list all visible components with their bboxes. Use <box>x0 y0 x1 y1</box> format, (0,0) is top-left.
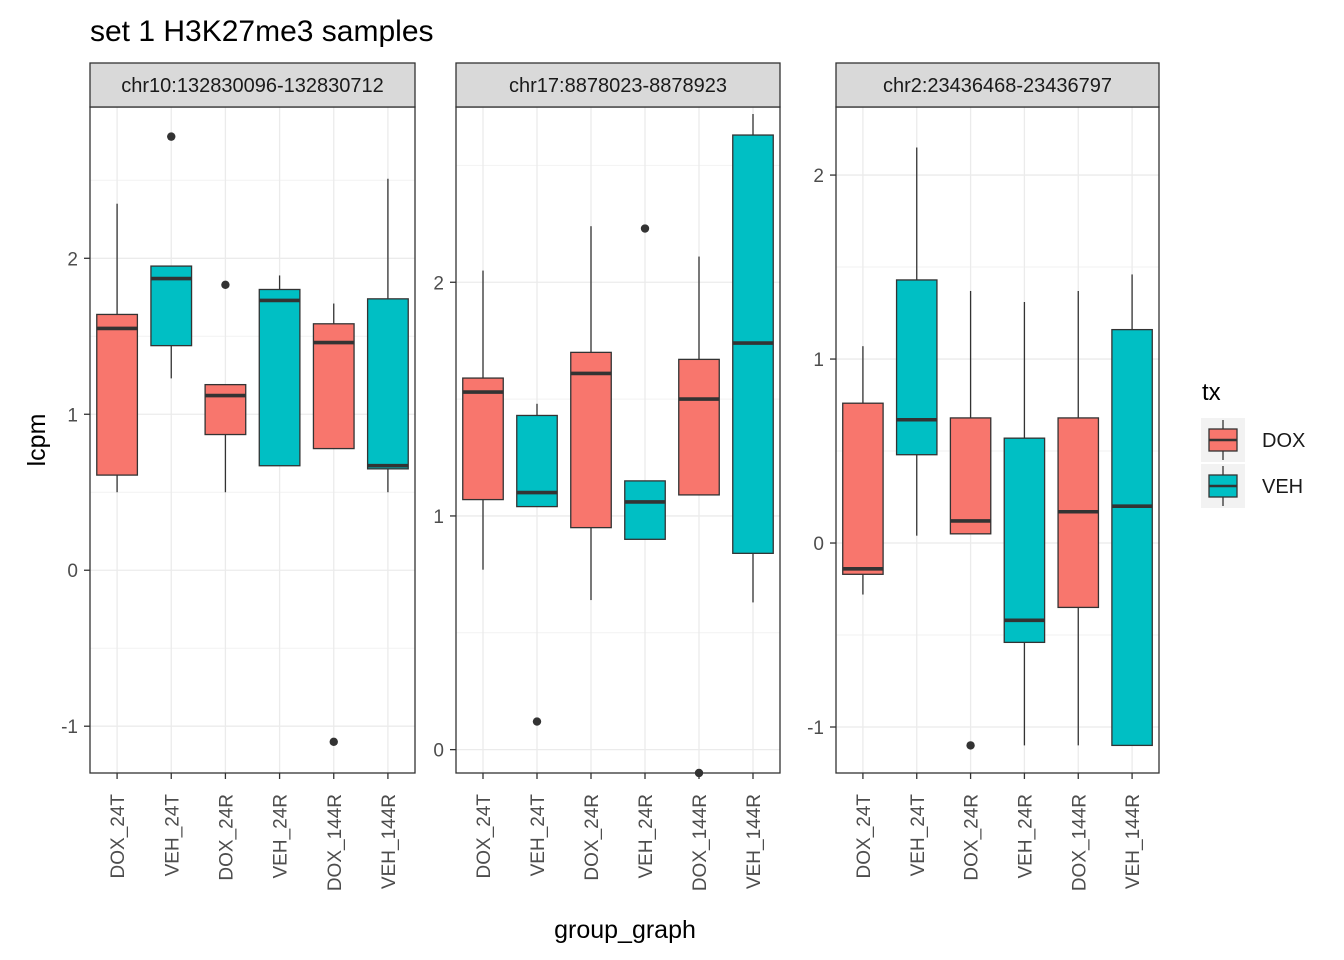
outlier-point <box>221 280 230 290</box>
box-iqr <box>570 351 612 529</box>
box-dox-24r <box>949 290 992 750</box>
outlier-point <box>640 224 650 233</box>
y-tick-label: 1 <box>433 507 444 528</box>
outlier-point <box>532 717 542 726</box>
panel-background <box>836 107 1159 773</box>
x-axis-title: group_graph <box>554 916 696 944</box>
box-dox-24r <box>570 226 612 601</box>
box-dox-144r <box>1057 290 1100 746</box>
box-iqr <box>96 313 139 476</box>
outlier-point <box>167 132 176 141</box>
y-tick-label: -1 <box>807 718 824 739</box>
x-tick-label: VEH_144R <box>379 794 400 889</box>
x-tick-label: VEH_24T <box>908 794 929 877</box>
y-tick-label: -1 <box>61 717 78 738</box>
legend-key-dox: DOX <box>1201 418 1305 462</box>
x-tick-label: VEH_24T <box>162 794 183 877</box>
box-veh-24r <box>258 275 301 467</box>
box-veh-144r <box>732 114 774 603</box>
box-veh-24t <box>150 132 193 379</box>
x-tick-label: VEH_24T <box>528 794 549 877</box>
x-tick-label: DOX_24T <box>474 794 495 879</box>
facet-panels: chr10:132830096-132830712 -1 0 1 2 DOX_24T VEH… <box>61 62 1160 891</box>
x-tick-label: DOX_24R <box>216 794 237 881</box>
legend-title: tx <box>1202 379 1221 406</box>
y-tick-label: 1 <box>67 405 78 426</box>
y-tick-label: 0 <box>813 534 824 555</box>
facet-strip-label: chr2:23436468-23436797 <box>883 75 1112 97</box>
x-tick-label: DOX_24T <box>854 794 875 879</box>
box-veh-24r <box>1003 302 1046 746</box>
x-tick-label: DOX_144R <box>690 794 711 891</box>
outlier-point <box>329 737 338 747</box>
x-tick-label: DOX_144R <box>1069 794 1090 891</box>
box-veh-24t <box>895 147 938 536</box>
box-iqr <box>204 383 247 436</box>
facet-strip-label: chr10:132830096-132830712 <box>121 75 383 97</box>
x-tick-label: DOX_24T <box>108 794 129 879</box>
legend-label: VEH <box>1262 476 1303 498</box>
y-tick-label: 2 <box>813 166 824 187</box>
facet-panel: chr17:8878023-8878923 0 1 2 DOX_24T VEH_24T DO… <box>433 62 781 891</box>
box-iqr <box>842 402 884 575</box>
box-iqr <box>312 323 355 450</box>
chart-title: set 1 H3K27me3 samples <box>90 15 434 48</box>
box-iqr <box>624 480 666 540</box>
x-tick-label: DOX_144R <box>325 794 346 891</box>
box-iqr <box>258 288 301 467</box>
box-dox-144r <box>312 303 355 747</box>
y-tick-label: 1 <box>813 350 824 371</box>
x-tick-label: VEH_24R <box>271 794 292 879</box>
x-tick-label: DOX_24R <box>582 794 603 881</box>
outlier-point <box>966 741 975 750</box>
x-tick-label: DOX_24R <box>962 794 983 881</box>
box-iqr <box>462 377 504 501</box>
facet-strip-label: chr17:8878023-8878923 <box>509 75 727 97</box>
box-dox-24r <box>204 280 247 493</box>
panel-background <box>90 107 415 773</box>
box-iqr <box>895 279 938 456</box>
facet-strip <box>455 62 781 108</box>
box-dox-24t <box>96 203 139 493</box>
x-tick-label: VEH_24R <box>1015 794 1036 879</box>
facet-panel: chr10:132830096-132830712 -1 0 1 2 DOX_24T VEH… <box>61 62 416 891</box>
box-dox-144r <box>678 256 720 778</box>
box-veh-144r <box>1111 274 1153 747</box>
box-veh-24t <box>516 403 558 726</box>
y-tick-label: 0 <box>433 741 444 762</box>
legend-key-veh: VEH <box>1201 464 1303 508</box>
x-tick-label: VEH_144R <box>744 794 765 889</box>
legend: tx DOX VEH <box>1201 379 1305 508</box>
box-veh-24r <box>624 224 666 540</box>
box-iqr <box>366 298 409 470</box>
box-iqr <box>1003 437 1046 644</box>
x-tick-label: VEH_24R <box>636 794 657 879</box>
box-iqr <box>1111 328 1153 747</box>
box-dox-24t <box>462 270 504 570</box>
box-dox-24t <box>842 346 884 595</box>
facet-panel: chr2:23436468-23436797 -1 0 1 2 DOX_24T VEH_24… <box>807 62 1160 891</box>
y-tick-label: 2 <box>433 273 444 294</box>
x-tick-label: VEH_144R <box>1123 794 1144 889</box>
facet-strip <box>835 62 1160 108</box>
box-iqr <box>949 417 992 535</box>
panel-background <box>456 107 780 773</box>
facet-strip <box>89 62 416 108</box>
legend-label: DOX <box>1262 430 1305 452</box>
y-tick-label: 2 <box>67 249 78 270</box>
box-veh-144r <box>366 178 409 493</box>
y-tick-label: 0 <box>67 561 78 582</box>
y-axis-title: lcpm <box>23 414 51 467</box>
box-iqr <box>678 358 720 496</box>
